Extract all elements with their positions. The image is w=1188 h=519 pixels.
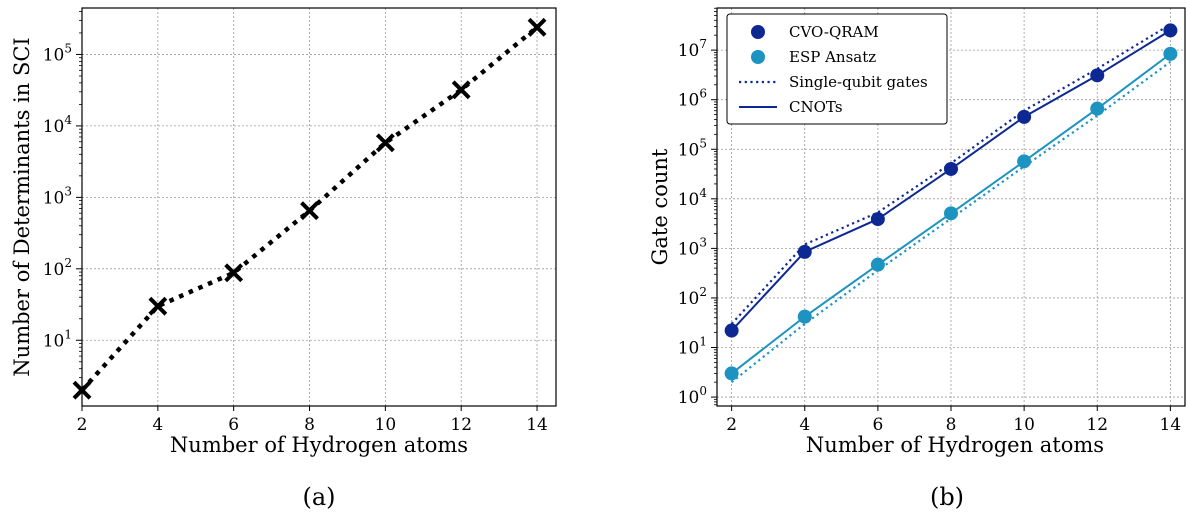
chart-a-series <box>72 17 547 400</box>
chart-a: 2 4 6 8 10 12 14 101 102 103 104 105 Number of Hydr… <box>10 7 557 511</box>
chart-a-point-marker <box>527 17 547 37</box>
chart-a-ylabel: Number of Determinants in SCI <box>10 37 34 376</box>
chart-b-ytick-label: 100 <box>678 384 707 408</box>
chart-a-grid <box>81 8 556 406</box>
chart-b-point-marker <box>870 212 885 227</box>
chart-b-legend-swatch <box>751 25 765 39</box>
chart-b-point-marker <box>944 161 958 176</box>
chart-b-point-marker <box>724 323 739 338</box>
chart-b-point-marker <box>797 244 812 259</box>
chart-a-ytick-label: 105 <box>43 41 72 65</box>
chart-a-point-marker <box>224 263 244 283</box>
chart-a-ytick-label: 102 <box>43 256 72 280</box>
chart-a-ticks: 2 4 6 8 10 12 14 101 102 103 104 105 <box>43 11 548 435</box>
chart-a-point-marker <box>300 201 319 221</box>
chart-a-point-marker <box>375 133 395 153</box>
chart-a-xlabel: Number of Hydrogen atoms <box>170 433 468 457</box>
chart-b-point-marker <box>1163 46 1178 61</box>
chart-b-xtick-label: 6 <box>872 415 883 435</box>
chart-a-caption: (a) <box>302 483 335 511</box>
chart-b-ytick-label: 104 <box>678 186 708 210</box>
chart-a-xtick-label: 10 <box>375 415 397 435</box>
chart-b-point-marker <box>1090 68 1105 83</box>
chart-a-xtick-label: 4 <box>152 415 163 435</box>
chart-b-point-marker <box>1090 101 1105 116</box>
chart-a-point-marker <box>148 296 168 316</box>
chart-a-xtick-label: 14 <box>526 415 548 435</box>
chart-b-legend-swatch <box>751 50 765 64</box>
chart-b-xtick-label: 4 <box>799 415 810 435</box>
chart-b-xtick-label: 2 <box>726 415 737 435</box>
chart-b: 2 4 6 8 10 12 14 100 101 102 103 104 105 106 107 CVO-Q… <box>648 7 1186 511</box>
chart-b-ylabel: Gate count <box>648 148 672 265</box>
chart-b-legend-label: CNOTs <box>789 98 843 116</box>
chart-b-point-marker <box>797 309 812 324</box>
chart-b-ytick-label: 107 <box>678 37 707 61</box>
chart-a-xtick-label: 2 <box>77 415 88 435</box>
chart-b-xtick-label: 12 <box>1086 415 1108 435</box>
chart-a-xtick-label: 8 <box>304 415 315 435</box>
chart-b-ticks: 2 4 6 8 10 12 14 100 101 102 103 104 105 106 107 <box>678 7 1182 435</box>
chart-b-xtick-label: 14 <box>1160 415 1182 435</box>
chart-b-ytick-label: 106 <box>678 87 707 111</box>
chart-a-ytick-label: 104 <box>43 113 73 137</box>
chart-b-point-marker <box>870 257 885 272</box>
chart-b-point-marker <box>1163 23 1178 38</box>
chart-a-ytick-label: 103 <box>43 184 72 208</box>
chart-b-series <box>724 23 1178 384</box>
chart-b-legend-box <box>726 13 948 125</box>
chart-a-xtick-label: 12 <box>450 415 472 435</box>
chart-b-xtick-label: 10 <box>1013 415 1035 435</box>
chart-b-caption: (b) <box>930 483 964 511</box>
chart-b-legend-label: CVO-QRAM <box>789 23 879 41</box>
chart-a-plot-frame <box>81 7 557 407</box>
chart-b-point-marker <box>1017 154 1032 169</box>
chart-b-point-marker <box>944 206 958 221</box>
chart-b-ytick-label: 101 <box>678 335 707 359</box>
chart-b-ytick-label: 105 <box>678 136 707 160</box>
chart-b-point-marker <box>1017 109 1032 124</box>
chart-b-ytick-label: 102 <box>678 285 707 309</box>
chart-b-xtick-label: 8 <box>946 415 957 435</box>
chart-b-legend: CVO-QRAM ESP Ansatz Single-qubit gates CNOT… <box>726 13 948 125</box>
chart-b-ytick-label: 103 <box>678 235 707 259</box>
chart-a-ytick-label: 101 <box>43 327 72 351</box>
chart-a-xtick-label: 6 <box>228 415 239 435</box>
chart-b-legend-label: ESP Ansatz <box>789 48 876 66</box>
chart-b-legend-label: Single-qubit gates <box>789 73 928 91</box>
chart-b-xlabel: Number of Hydrogen atoms <box>806 433 1104 457</box>
chart-b-point-marker <box>724 366 739 381</box>
chart-a-point-marker <box>451 80 471 100</box>
